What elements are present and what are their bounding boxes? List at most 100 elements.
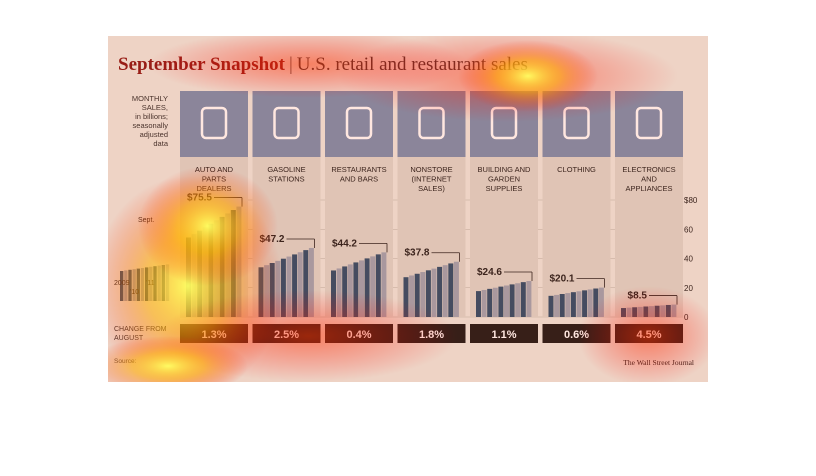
category-label: BUILDING AND (478, 165, 532, 174)
bar (576, 291, 582, 317)
change-label: CHANGE FROM AUGUST (114, 325, 184, 343)
y-tick-label: 40 (684, 255, 693, 264)
bar (342, 266, 348, 317)
bar (208, 223, 214, 317)
bar (665, 304, 671, 317)
bar (431, 268, 437, 317)
computer-icon (397, 91, 466, 157)
bar (509, 284, 515, 317)
bar (359, 260, 364, 317)
year-label: '10 (130, 289, 139, 296)
shirt-icon (542, 91, 611, 157)
bar (275, 260, 281, 317)
bar (370, 256, 376, 317)
bar (414, 273, 420, 317)
bar (331, 270, 336, 317)
bar (654, 305, 660, 317)
bar (347, 264, 353, 317)
category-label: SALES) (418, 184, 445, 193)
change-box (470, 324, 538, 343)
change-value: 0.4% (346, 329, 371, 341)
bar (214, 220, 219, 317)
gas-pump-icon-glyph (273, 106, 300, 140)
source-note: Source: (114, 358, 137, 365)
bar (425, 270, 431, 317)
bar (515, 283, 521, 317)
category-label: PARTS (202, 175, 226, 184)
bar (593, 288, 599, 317)
sept-marker: Sept. (138, 217, 154, 224)
total-bar (132, 269, 136, 301)
bar (264, 265, 270, 317)
y-axis-label-line: adjusted (139, 130, 168, 139)
change-value: 2.5% (274, 329, 299, 341)
bar (626, 307, 632, 317)
bar (308, 247, 314, 317)
bar (649, 306, 654, 317)
category-label: APPLIANCES (625, 184, 672, 193)
value-label: $37.8 (404, 248, 429, 259)
total-bar (157, 265, 161, 301)
y-axis-label-line: SALES, (141, 103, 168, 112)
bar (476, 291, 481, 317)
trowel-icon (470, 91, 538, 157)
category-label: CLOTHING (557, 165, 596, 174)
change-label-line: AUGUST (114, 335, 144, 342)
credit-line: The Wall Street Journal (623, 358, 694, 367)
change-value: 1.8% (419, 329, 444, 341)
bar (230, 210, 236, 317)
phone-icon (615, 91, 683, 157)
bar (587, 289, 593, 317)
bar (565, 293, 571, 317)
bar (191, 234, 197, 317)
bar (598, 287, 604, 317)
value-label: $8.5 (628, 291, 648, 302)
bar (643, 306, 649, 317)
bar (336, 268, 342, 317)
change-value: 4.5% (636, 329, 661, 341)
bar (186, 237, 191, 317)
y-axis-label: MONTHLY SALES, in billions; seasonally a… (114, 94, 168, 148)
y-axis-label-line: data (153, 139, 168, 148)
change-label-line: CHANGE FROM (114, 326, 167, 333)
bar (437, 266, 443, 317)
bar (487, 288, 493, 317)
bar (409, 275, 415, 317)
bar (632, 307, 638, 317)
y-axis-label-line: in billions; (135, 112, 168, 121)
bar (280, 258, 286, 317)
bar (548, 295, 554, 317)
bar (219, 216, 225, 317)
chart-figure: September Snapshot | U.S. retail and resta… (108, 36, 708, 382)
category-label: ELECTRONICS (622, 165, 675, 174)
bar (492, 287, 498, 317)
bar (202, 227, 208, 317)
year-label: 2009 (114, 280, 130, 287)
category-label: AND (641, 175, 657, 184)
total-bar (165, 264, 170, 301)
bar (559, 294, 565, 317)
category-label: AND BARS (340, 175, 378, 184)
total-bar (161, 265, 166, 301)
bar (570, 292, 576, 317)
bar (526, 281, 532, 317)
category-label: STATIONS (268, 175, 304, 184)
bar (448, 263, 454, 317)
car-icon-glyph (200, 106, 228, 140)
bar (225, 213, 231, 317)
y-tick-label: 60 (684, 225, 693, 234)
bar (453, 261, 459, 317)
change-value: 1.3% (201, 329, 226, 341)
burger-icon (325, 91, 393, 157)
bar (498, 286, 504, 317)
bar (420, 272, 426, 317)
bar (637, 306, 643, 317)
category-label: GASOLINE (267, 165, 305, 174)
bar (292, 254, 298, 317)
total-bar (136, 268, 141, 301)
category-label: AUTO AND (195, 165, 234, 174)
bar (303, 250, 309, 317)
category-label: RESTAURANTS (331, 165, 386, 174)
bar (286, 256, 292, 317)
bar (197, 230, 203, 317)
